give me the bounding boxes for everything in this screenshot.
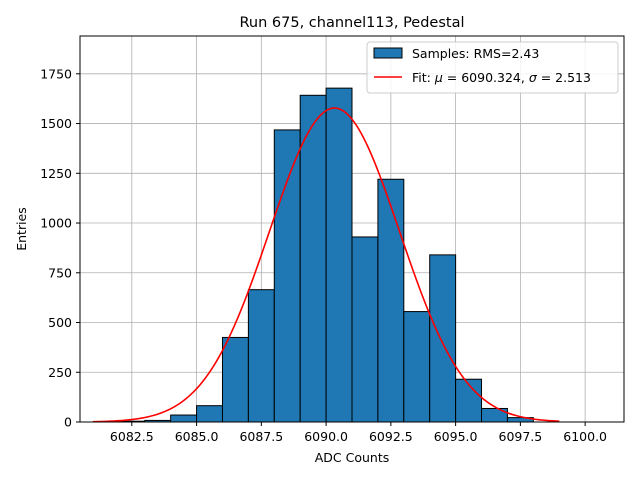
legend-histogram-label: Samples: RMS=2.43 <box>412 46 539 61</box>
legend-fit-sigma-symbol: σ <box>529 70 538 85</box>
x-tick-label: 6085.0 <box>175 429 219 444</box>
x-tick-label: 6095.0 <box>434 429 478 444</box>
histogram-bar <box>351 236 379 423</box>
y-axis-ticks: 0 250 500 750 1000 1250 1500 1750 <box>40 66 80 430</box>
y-tick-label: 1250 <box>40 166 72 181</box>
chart-title: Run 675, channel113, Pedestal <box>239 15 464 31</box>
legend-fit-label: Fit: μ = 6090.324, σ = 2.513 <box>412 70 591 85</box>
legend-fit-mu-value: = 6090.324, <box>443 70 529 85</box>
y-tick-label: 0 <box>64 415 72 430</box>
x-tick-label: 6100.0 <box>563 429 607 444</box>
legend-fit-sigma-value: = 2.513 <box>537 70 591 85</box>
histogram-bar <box>299 94 327 423</box>
y-tick-label: 250 <box>48 365 72 380</box>
histogram-bar <box>455 378 483 423</box>
y-tick-label: 500 <box>48 315 72 330</box>
histogram-bar <box>247 289 275 423</box>
fit-curve <box>92 107 560 423</box>
x-tick-label: 6082.5 <box>110 429 154 444</box>
x-tick-label: 6097.5 <box>499 429 543 444</box>
histogram-bar <box>403 311 431 423</box>
histogram-bars <box>118 87 534 423</box>
x-axis-label: ADC Counts <box>315 450 390 465</box>
x-axis-ticks: 6082.5 6085.0 6087.5 6090.0 6092.5 6095.0 6097… <box>110 422 607 444</box>
y-tick-label: 750 <box>48 265 72 280</box>
histogram-bar <box>429 254 457 423</box>
histogram-bar <box>377 178 405 423</box>
y-tick-label: 1750 <box>40 66 72 81</box>
y-tick-label: 1000 <box>40 216 72 231</box>
histogram-bar <box>170 414 198 423</box>
y-tick-label: 1500 <box>40 116 72 131</box>
plot-frame <box>79 35 625 423</box>
legend-box <box>366 41 619 94</box>
histogram-bar <box>221 336 249 423</box>
x-tick-label: 6090.0 <box>304 429 348 444</box>
histogram-bar <box>196 405 223 423</box>
legend: Samples: RMS=2.43 Fit: μ = 6090.324, σ =… <box>366 41 619 94</box>
y-axis-label: Entries <box>14 207 29 251</box>
legend-histogram-swatch <box>373 47 403 59</box>
legend-fit-mu-symbol: μ <box>434 70 443 85</box>
x-tick-label: 6087.5 <box>239 429 283 444</box>
histogram-bar <box>273 129 301 423</box>
histogram-bar <box>325 87 353 423</box>
legend-fit-prefix: Fit: <box>412 70 435 85</box>
x-tick-label: 6092.5 <box>369 429 413 444</box>
